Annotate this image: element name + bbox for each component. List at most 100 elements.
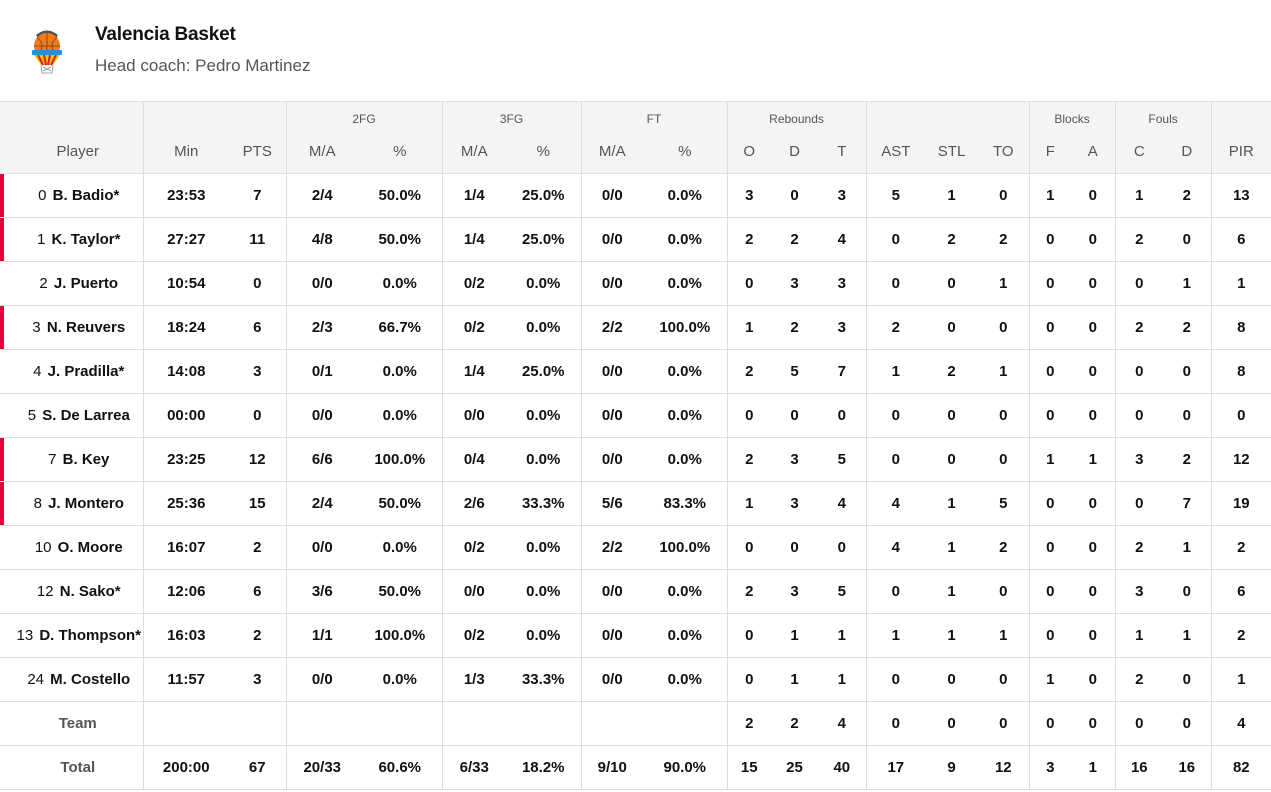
- stat-ft-ma: 0/0: [580, 569, 643, 614]
- stat-reb-o: 3: [726, 173, 772, 218]
- stat-reb-o: 0: [726, 657, 772, 702]
- col-reb-d[interactable]: D: [771, 133, 819, 174]
- col-pts[interactable]: PTS: [229, 133, 286, 174]
- stat-ft-ma: 0/0: [580, 173, 643, 218]
- col-reb-o[interactable]: O: [726, 133, 772, 174]
- stat-reb-t: 4: [837, 231, 846, 248]
- player-number: 2: [39, 275, 48, 292]
- stat-ast: 0: [865, 437, 926, 482]
- stat-blk-f: 1: [1028, 657, 1072, 702]
- stat-ft-pct: 0.0%: [667, 363, 702, 380]
- player-name-link[interactable]: N. Sako*: [59, 583, 121, 600]
- stat-foul-d: 2: [1182, 451, 1191, 468]
- team-name: Valencia Basket: [95, 24, 236, 45]
- stat-stl: 0: [947, 671, 956, 688]
- stat-ast: 0: [865, 569, 926, 614]
- stat-pir: 2: [1210, 525, 1271, 570]
- stat-reb-d: 3: [790, 275, 799, 292]
- player-number: 4: [33, 363, 42, 380]
- stat-foul-c: 1: [1114, 173, 1164, 218]
- player-name-link[interactable]: K. Taylor*: [51, 231, 121, 248]
- stat-min: 10:54: [142, 261, 229, 306]
- player-cell: 4 J. Pradilla*: [0, 350, 143, 394]
- stat-foul-c: 0: [1114, 393, 1164, 438]
- col-stl[interactable]: STL: [925, 133, 979, 174]
- stat-blk-f: 0: [1028, 217, 1072, 262]
- col-foul-c[interactable]: C: [1114, 133, 1164, 174]
- player-number: 13: [16, 627, 34, 644]
- col-2fg-pct[interactable]: %: [358, 133, 442, 174]
- stat-pts: 6: [253, 319, 262, 336]
- stat-fg2-pct: 0.0%: [382, 275, 417, 292]
- col-2fg-ma[interactable]: M/A: [285, 133, 358, 174]
- col-ast[interactable]: AST: [865, 133, 926, 174]
- col-ft-pct[interactable]: %: [643, 133, 728, 174]
- stat-ft-pct: 0.0%: [667, 187, 702, 204]
- stat-ft-pct: 0.0%: [667, 407, 702, 424]
- player-row: 4 J. Pradilla* 14:08 3 0/1 0.0% 1/4 25.0% 0/0 0.…: [0, 349, 1271, 394]
- stat-min: 23:53: [142, 173, 229, 218]
- col-3fg-pct[interactable]: %: [506, 133, 581, 174]
- player-name-link[interactable]: S. De Larrea: [42, 407, 130, 424]
- stat-fg3-ma: 0/0: [441, 393, 506, 438]
- stat-ft-pct: 0.0%: [667, 231, 702, 248]
- col-foul-d[interactable]: D: [1163, 133, 1212, 174]
- player-name-link[interactable]: J. Montero: [48, 495, 124, 512]
- col-reb-t[interactable]: T: [818, 133, 867, 174]
- player-row: 7 B. Key 23:25 12 6/6 100.0% 0/4 0.0% 0/0 0.0% 2 3…: [0, 437, 1271, 482]
- player-number: 3: [32, 319, 41, 336]
- col-pir[interactable]: PIR: [1210, 133, 1271, 174]
- player-name-link[interactable]: N. Reuvers: [46, 319, 126, 336]
- col-min[interactable]: Min: [142, 133, 229, 174]
- stat-ft-pct: 100.0%: [659, 539, 711, 556]
- stat-reb-o: 2: [726, 569, 772, 614]
- stat-blk-f: 1: [1028, 173, 1072, 218]
- col-blk-f[interactable]: F: [1028, 133, 1072, 174]
- player-name-link[interactable]: O. Moore: [57, 539, 123, 556]
- stat-fg3-ma: 0/2: [441, 305, 506, 350]
- column-header-row: Player Min PTS M/A % M/A % M/A % O D T A…: [0, 133, 1271, 174]
- stat-fg3-ma: 0/0: [441, 569, 506, 614]
- stat-foul-d: 0: [1182, 407, 1191, 424]
- group-header-empty: [142, 101, 286, 134]
- stat-reb-d: 0: [790, 187, 799, 204]
- stat-reb-d: 2: [790, 715, 799, 732]
- stat-fg2-ma: 4/8: [285, 217, 358, 262]
- stat-reb-o: 0: [726, 525, 772, 570]
- stat-fg2-ma: [285, 701, 358, 746]
- stat-blk-a: 0: [1088, 671, 1097, 688]
- team-row: Team 2 2 4 0 0 0 0 0 0 0 4: [0, 701, 1271, 746]
- stat-ft-ma: 0/0: [580, 349, 643, 394]
- stat-blk-f: 0: [1028, 613, 1072, 658]
- stat-min: 23:25: [142, 437, 229, 482]
- player-cell: 1 K. Taylor*: [0, 217, 143, 262]
- col-player[interactable]: Player: [0, 133, 143, 174]
- player-name-link[interactable]: M. Costello: [50, 671, 131, 688]
- stat-reb-d: 2: [790, 319, 799, 336]
- stat-ast: 0: [865, 217, 926, 262]
- stat-ast: 4: [865, 525, 926, 570]
- col-blk-a[interactable]: A: [1071, 133, 1116, 174]
- col-to[interactable]: TO: [978, 133, 1030, 174]
- col-ft-ma[interactable]: M/A: [580, 133, 643, 174]
- stat-stl: 0: [947, 407, 956, 424]
- col-3fg-ma[interactable]: M/A: [441, 133, 506, 174]
- stat-foul-c: 2: [1114, 525, 1164, 570]
- stat-ast: 0: [865, 701, 926, 746]
- stat-reb-o: 2: [726, 701, 772, 746]
- group-header-2fg: 2FG: [285, 101, 442, 134]
- stat-reb-d: 3: [790, 583, 799, 600]
- player-name-link[interactable]: D. Thompson*: [39, 627, 142, 644]
- stat-blk-f: 0: [1028, 349, 1072, 394]
- stat-fg3-pct: [506, 702, 581, 746]
- player-name-link[interactable]: J. Puerto: [53, 275, 119, 292]
- stat-to: 0: [999, 407, 1008, 424]
- player-cell: 13 D. Thompson*: [0, 614, 143, 658]
- stat-fg2-ma: 0/0: [285, 261, 358, 306]
- stat-stl: 1: [947, 583, 956, 600]
- stat-reb-o: 0: [726, 613, 772, 658]
- player-name-link[interactable]: B. Key: [62, 451, 110, 468]
- player-name-link[interactable]: J. Pradilla*: [47, 363, 125, 380]
- stat-pts: 2: [253, 627, 262, 644]
- player-name-link[interactable]: B. Badio*: [52, 187, 120, 204]
